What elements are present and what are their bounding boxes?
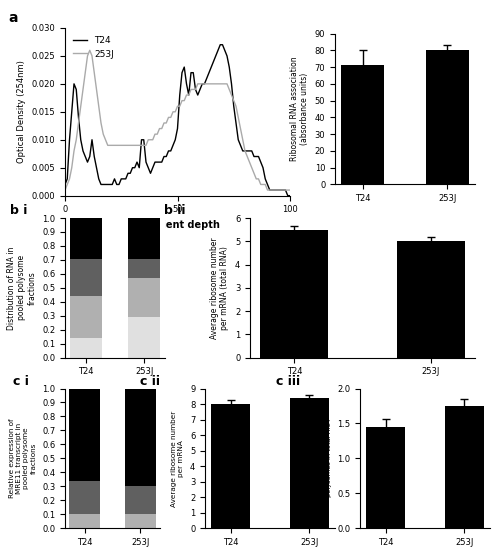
253J	[200, 80, 205, 87]
Bar	[396, 241, 465, 358]
Bar	[70, 481, 100, 514]
Bar	[70, 338, 102, 358]
Bar	[128, 218, 160, 258]
Bar	[128, 278, 160, 318]
Bar	[426, 50, 469, 184]
T24	[233, 120, 239, 126]
T24	[287, 192, 293, 199]
Bar	[128, 318, 160, 358]
T24	[166, 148, 172, 154]
T24	[222, 47, 228, 54]
253J	[120, 142, 126, 149]
Bar	[125, 514, 156, 528]
Y-axis label: Relative expression of
MRE11 transcript in
pooled polysome
fractions: Relative expression of MRE11 transcript …	[10, 419, 36, 498]
T24	[218, 41, 224, 48]
Text: c iii: c iii	[276, 375, 299, 387]
Text: c ii: c ii	[140, 375, 160, 387]
Bar	[444, 406, 484, 528]
253J	[62, 187, 68, 193]
Text: c i: c i	[12, 375, 28, 387]
Bar	[70, 258, 102, 296]
Y-axis label: Average ribosome number
per mRNA: Average ribosome number per mRNA	[172, 410, 184, 506]
X-axis label: Gradient depth: Gradient depth	[136, 220, 220, 230]
Bar	[70, 218, 102, 258]
253J	[233, 103, 239, 110]
Bar	[125, 486, 156, 514]
Bar	[125, 389, 156, 486]
253J	[87, 47, 93, 54]
Y-axis label: Ribosomal RNA association
(absorbance units): Ribosomal RNA association (absorbance un…	[290, 56, 309, 162]
T24	[62, 181, 68, 188]
Line: 253J: 253J	[65, 50, 290, 190]
Bar	[70, 389, 100, 481]
253J	[78, 103, 84, 110]
Bar	[70, 296, 102, 338]
Y-axis label: Optical Density (254nm): Optical Density (254nm)	[17, 60, 26, 163]
T24	[285, 192, 291, 199]
253J	[287, 187, 293, 193]
Bar	[70, 514, 100, 528]
Text: a: a	[8, 11, 18, 25]
T24	[118, 176, 124, 182]
Bar	[342, 65, 384, 184]
Bar	[290, 398, 329, 528]
Legend: T24, 253J: T24, 253J	[70, 32, 117, 62]
Bar	[211, 404, 250, 528]
Line: T24: T24	[65, 45, 290, 196]
253J	[222, 80, 228, 87]
T24	[78, 136, 84, 143]
Text: b i: b i	[10, 204, 28, 217]
Y-axis label: Average ribosome number
per mRNA (total RNA): Average ribosome number per mRNA (total …	[210, 237, 230, 339]
Bar	[260, 230, 328, 358]
Bar	[366, 427, 406, 528]
253J	[168, 114, 174, 121]
Y-axis label: Distribution of RNA in
pooled polysome
fractions: Distribution of RNA in pooled polysome f…	[6, 246, 36, 330]
Bar	[128, 258, 160, 278]
T24	[197, 86, 203, 93]
Y-axis label: Ratio average polysomes per
transcript/average
polysomes in total RNA: Ratio average polysomes per transcript/a…	[312, 409, 332, 508]
Text: b ii: b ii	[164, 204, 186, 217]
